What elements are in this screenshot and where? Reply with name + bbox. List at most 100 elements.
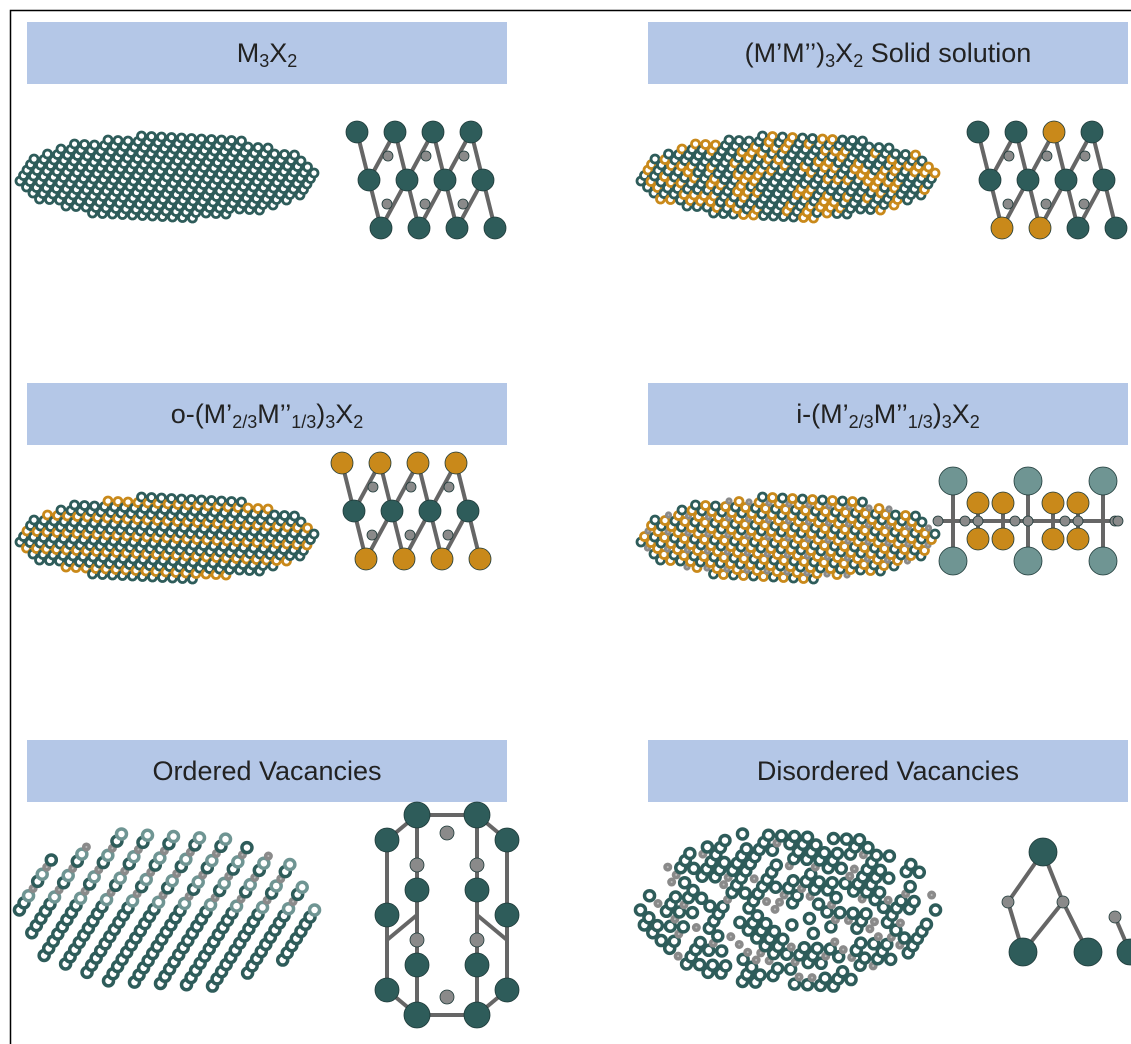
panel: Ordered Vacancies [14, 740, 519, 1028]
atom [665, 864, 671, 870]
atom [751, 876, 757, 882]
atom [852, 866, 858, 872]
atom [960, 516, 970, 526]
atom [991, 217, 1013, 239]
atom [764, 899, 770, 905]
panel: Disordered Vacancies [635, 740, 1131, 991]
atom [1067, 528, 1089, 550]
atom [992, 528, 1014, 550]
atom [687, 908, 697, 918]
atom [375, 903, 399, 927]
atom [721, 882, 727, 888]
atom [645, 891, 655, 901]
atom [457, 500, 479, 522]
atom [939, 467, 967, 495]
atom [393, 548, 415, 570]
atom [886, 954, 896, 964]
atom [221, 834, 231, 844]
atom [495, 978, 519, 1002]
atom [459, 151, 469, 161]
structure [635, 829, 1131, 991]
subscript: 2 [853, 51, 863, 71]
atom [831, 893, 841, 903]
atom [1023, 516, 1033, 526]
atom [931, 905, 941, 915]
atom [717, 946, 727, 956]
atom [753, 957, 759, 963]
atom [169, 832, 179, 842]
atom [747, 500, 751, 504]
subscript: 2 [287, 51, 297, 71]
atom [1042, 151, 1052, 161]
atom [370, 217, 392, 239]
panel: i-(M’2/3M’’1/3)3X2 [637, 383, 1128, 583]
title-text: (M’M’’) [745, 38, 825, 68]
atom [495, 903, 519, 927]
atom [827, 878, 837, 888]
atom [655, 901, 661, 907]
atom [420, 199, 430, 209]
atom [396, 169, 418, 191]
atom [266, 853, 272, 859]
atom [1089, 467, 1117, 495]
atom [1043, 121, 1065, 143]
atom [358, 169, 380, 191]
atom [771, 882, 781, 892]
atom [887, 507, 891, 511]
subscript: 3 [825, 51, 835, 71]
atom [446, 217, 468, 239]
atom [839, 497, 847, 505]
atom [671, 892, 681, 902]
subscript: 3 [942, 412, 952, 432]
title-text: X [835, 38, 853, 68]
atom [789, 944, 795, 950]
atom [444, 482, 454, 492]
atom [773, 964, 783, 974]
subscript: 3 [325, 412, 335, 432]
atom [787, 920, 797, 930]
subscript: 2/3 [849, 412, 874, 432]
atom [779, 494, 787, 502]
atom [1029, 217, 1051, 239]
subscript: 2 [353, 412, 363, 432]
atom [1003, 199, 1013, 209]
title-text: o-(M’ [171, 399, 233, 429]
atom [884, 851, 894, 861]
atom [926, 526, 930, 530]
atom [841, 947, 847, 953]
atom [331, 452, 353, 474]
atom [727, 499, 731, 503]
title-text: i-(M’ [796, 399, 848, 429]
atom [460, 121, 482, 143]
atom [804, 913, 814, 923]
atom [464, 802, 490, 828]
atom [195, 833, 205, 843]
panel-title: Ordered Vacancies [152, 756, 381, 786]
atom [1105, 217, 1127, 239]
atom [375, 828, 399, 852]
atom [737, 942, 743, 948]
atom [836, 863, 846, 873]
atom [685, 848, 695, 858]
atom [404, 1002, 430, 1028]
atom [1002, 896, 1014, 908]
atom [1074, 938, 1102, 966]
title-text: Disordered Vacancies [757, 756, 1019, 786]
atom [666, 513, 670, 517]
atom [860, 953, 870, 963]
atom [979, 169, 1001, 191]
atom [738, 829, 748, 839]
atom [1067, 217, 1089, 239]
atom [1057, 896, 1069, 908]
atom [310, 530, 318, 538]
structure [637, 467, 1123, 583]
atom [381, 500, 403, 522]
structure [14, 802, 519, 1028]
panel: o-(M’2/3M’’1/3)3X2 [16, 383, 507, 583]
atom [835, 908, 845, 918]
title-text: M [237, 38, 260, 68]
bonds [387, 815, 507, 1015]
atom [297, 882, 307, 892]
atom [419, 500, 441, 522]
subscript: 1/3 [291, 412, 316, 432]
